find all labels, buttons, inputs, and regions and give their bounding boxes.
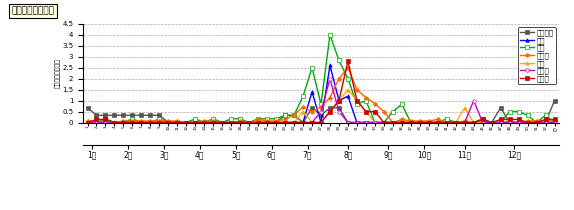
Line: 宇和島: 宇和島 — [86, 59, 556, 124]
今治 — [452, 121, 459, 124]
八幡浜 — [452, 121, 459, 124]
四国中央 — [452, 121, 459, 124]
四国中央 — [362, 121, 369, 124]
四国中央 — [371, 121, 378, 124]
Line: 松山市: 松山市 — [86, 66, 556, 124]
宇和島 — [210, 121, 216, 124]
八幡浜 — [551, 121, 558, 124]
松山市 — [398, 118, 405, 121]
松山市 — [219, 121, 226, 124]
Legend: 四国中央, 西条, 今治, 松山市, 中予, 八幡浜, 宇和島: 四国中央, 西条, 今治, 松山市, 中予, 八幡浜, 宇和島 — [518, 27, 556, 84]
宇和島 — [362, 110, 369, 113]
八幡浜 — [84, 121, 91, 124]
今治 — [371, 121, 378, 124]
宇和島 — [551, 118, 558, 121]
宇和島 — [84, 121, 91, 124]
西条 — [452, 121, 459, 124]
西条 — [371, 121, 378, 124]
松山市 — [551, 120, 558, 122]
Line: 中予: 中予 — [86, 88, 556, 124]
宇和島 — [344, 60, 351, 62]
八幡浜 — [210, 121, 216, 124]
八幡浜 — [371, 121, 378, 124]
松山市 — [344, 66, 351, 69]
西条 — [362, 121, 369, 124]
四国中央 — [506, 121, 513, 124]
今治 — [362, 99, 369, 102]
宇和島 — [452, 121, 459, 124]
今治 — [506, 110, 513, 113]
松山市 — [408, 120, 414, 122]
Y-axis label: 定点当たり報告数: 定点当たり報告数 — [55, 58, 61, 88]
西条 — [327, 64, 333, 67]
八幡浜 — [362, 121, 369, 124]
八幡浜 — [327, 77, 333, 80]
松山市 — [371, 102, 378, 105]
Line: 四国中央: 四国中央 — [86, 99, 556, 124]
Text: 保健所別発生動向: 保健所別発生動向 — [11, 6, 55, 15]
四国中央 — [551, 99, 558, 102]
四国中央 — [219, 121, 226, 124]
Line: 西条: 西条 — [86, 64, 556, 124]
今治 — [210, 118, 216, 120]
松山市 — [381, 110, 387, 113]
八幡浜 — [506, 121, 513, 124]
宇和島 — [389, 121, 396, 124]
四国中央 — [84, 106, 91, 109]
中予 — [389, 121, 396, 124]
中予 — [84, 121, 91, 124]
中予 — [210, 121, 216, 124]
今治 — [551, 121, 558, 124]
中予 — [506, 121, 513, 124]
宇和島 — [506, 118, 513, 121]
中予 — [362, 110, 369, 113]
中予 — [344, 88, 351, 91]
松山市 — [102, 121, 109, 124]
中予 — [551, 121, 558, 124]
Line: 今治: 今治 — [86, 33, 556, 124]
松山市 — [84, 120, 91, 122]
宇和島 — [371, 110, 378, 113]
八幡浜 — [389, 121, 396, 124]
今治 — [389, 110, 396, 113]
中予 — [452, 121, 459, 124]
四国中央 — [389, 121, 396, 124]
西条 — [506, 121, 513, 124]
西条 — [84, 121, 91, 124]
四国中央 — [165, 121, 172, 124]
Line: 八幡浜: 八幡浜 — [86, 77, 556, 124]
西条 — [551, 121, 558, 124]
中予 — [371, 121, 378, 124]
西条 — [389, 121, 396, 124]
松山市 — [461, 120, 468, 122]
西条 — [210, 121, 216, 124]
今治 — [84, 121, 91, 124]
今治 — [327, 34, 333, 36]
